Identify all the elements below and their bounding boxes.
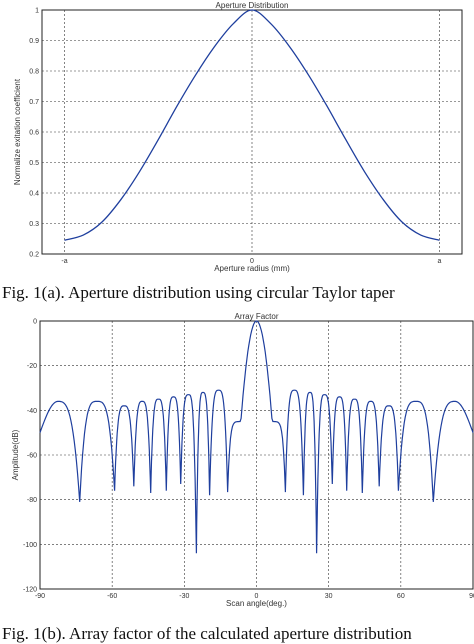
y-tick-label: 0.4 — [29, 191, 39, 198]
aperture-distribution-chart: -a 0 a 0.2 0.3 0.4 0.5 0.6 0.7 0.8 0.9 1 Aperture D… — [13, 1, 463, 273]
chart-1-ticks: -a 0 a 0.2 0.3 0.4 0.5 0.6 0.7 0.8 0.9 1 — [29, 8, 441, 266]
y-tick-label: 0.9 — [29, 38, 39, 45]
array-factor-chart: -90 -60 -30 0 30 60 90 0 -20 -40 -60 -80 -100 -120 Ar… — [11, 312, 474, 608]
y-tick-label: -120 — [23, 587, 37, 594]
chart-2-y-axis-label: Amplitude(dB) — [11, 429, 20, 480]
y-tick-label: 0.5 — [29, 160, 39, 167]
y-tick-label: 0.2 — [29, 252, 39, 259]
y-tick-label: 0.3 — [29, 221, 39, 228]
chart-1-series-line — [64, 9, 440, 241]
figure-1-caption: Fig. 1(a). Aperture distribution using c… — [2, 283, 395, 302]
figure-2-caption: Fig. 1(b). Array factor of the calculate… — [2, 624, 412, 643]
y-tick-label: 1 — [35, 8, 39, 15]
chart-2-grid — [40, 321, 473, 589]
chart-2-title: Array Factor — [234, 312, 278, 321]
x-tick-label: a — [438, 258, 442, 265]
y-tick-label: -100 — [23, 542, 37, 549]
chart-2-series-line — [39, 320, 474, 554]
x-tick-label: 60 — [397, 593, 405, 600]
y-tick-label: 0.7 — [29, 99, 39, 106]
x-tick-label: 30 — [325, 593, 333, 600]
x-tick-label: 0 — [250, 258, 254, 265]
x-tick-label: -90 — [35, 593, 45, 600]
y-tick-label: -60 — [27, 453, 37, 460]
chart-2-ticks: -90 -60 -30 0 30 60 90 0 -20 -40 -60 -80 -100 -120 — [23, 319, 474, 601]
x-tick-label: -30 — [179, 593, 189, 600]
chart-2-x-axis-label: Scan angle(deg.) — [226, 599, 287, 608]
x-tick-label: 90 — [469, 593, 474, 600]
x-tick-label: -a — [61, 258, 67, 265]
x-tick-label: 0 — [255, 593, 259, 600]
y-tick-label: 0 — [33, 319, 37, 326]
chart-1-grid — [42, 10, 462, 254]
chart-1-y-axis-label: Normalize exitation coefficient — [13, 78, 22, 185]
chart-1-x-axis-label: Aperture radius (mm) — [214, 264, 290, 273]
chart-1-title: Aperture Distribution — [216, 1, 289, 10]
y-tick-label: 0.8 — [29, 69, 39, 76]
y-tick-label: -20 — [27, 363, 37, 370]
x-tick-label: -60 — [107, 593, 117, 600]
y-tick-label: 0.6 — [29, 130, 39, 137]
y-tick-label: -80 — [27, 497, 37, 504]
y-tick-label: -40 — [27, 408, 37, 415]
